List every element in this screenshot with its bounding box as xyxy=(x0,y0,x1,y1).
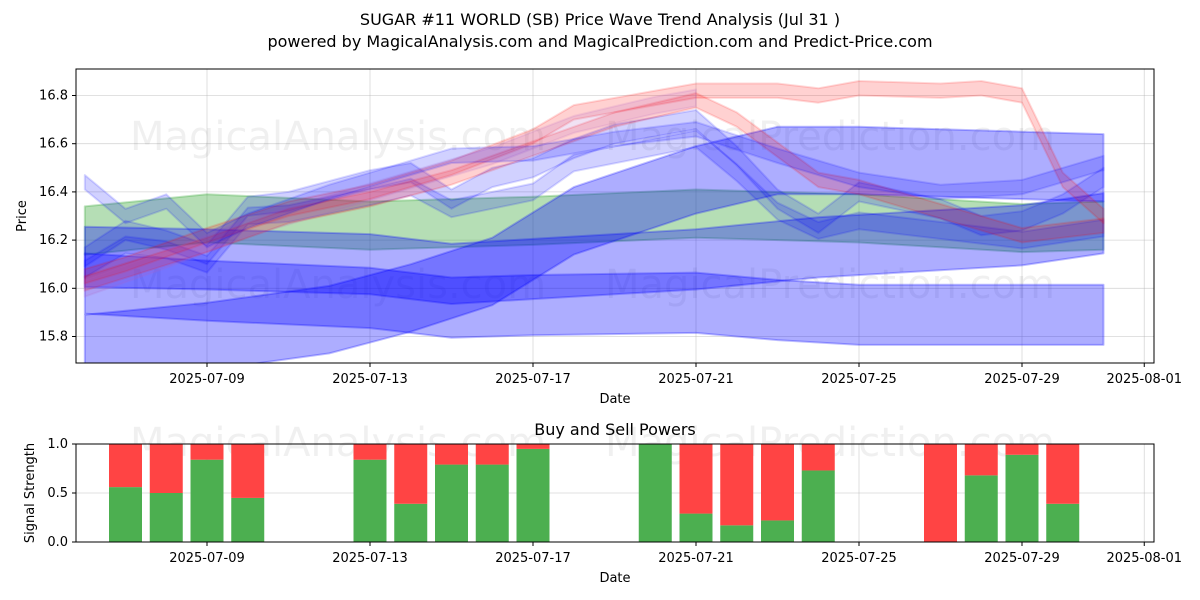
plot-area xyxy=(76,69,1154,363)
buy-bar xyxy=(109,487,142,542)
buy-bar xyxy=(1005,454,1039,542)
buy-bar xyxy=(761,520,794,542)
bottom-chart-title: Buy and Sell Powers xyxy=(534,420,696,439)
sell-bar xyxy=(964,444,998,476)
buy-bar xyxy=(475,464,509,542)
y-axis-label: Signal Strength xyxy=(23,443,38,543)
buy-bar xyxy=(964,475,998,542)
buy-bar xyxy=(1046,503,1080,542)
buy-bar xyxy=(435,464,468,542)
y-tick-label: 16.8 xyxy=(39,89,68,104)
x-tick-label: 2025-07-21 xyxy=(658,372,734,387)
sell-bar xyxy=(1046,444,1080,504)
chart-title: SUGAR #11 WORLD (SB) Price Wave Trend An… xyxy=(359,10,841,29)
wave-band xyxy=(83,192,1105,305)
buy-bar xyxy=(394,503,428,542)
buy-bar xyxy=(801,470,835,542)
y-tick-label: 0.0 xyxy=(47,535,68,550)
buy-bar xyxy=(638,444,672,542)
x-tick-label: 2025-07-17 xyxy=(495,372,571,387)
wave-band xyxy=(83,129,1105,279)
buy-bar xyxy=(516,448,550,542)
wave-band xyxy=(83,252,1105,346)
sell-bar xyxy=(149,444,183,493)
sell-bar xyxy=(109,444,142,488)
x-tick-label: 2025-07-29 xyxy=(984,372,1060,387)
x-tick-label: 2025-07-09 xyxy=(169,372,245,387)
buy-bar xyxy=(679,513,713,542)
wave-band xyxy=(83,80,1105,285)
watermark-text: MagicalPrediction.com xyxy=(605,262,1055,308)
buy-sell-power-chart: MagicalAnalysis.com MagicalPrediction.com… xyxy=(23,420,1182,586)
sell-bar xyxy=(475,444,509,465)
buy-bar xyxy=(353,459,387,542)
y-tick-label: 15.8 xyxy=(39,329,68,344)
wave-band xyxy=(83,188,1105,256)
sell-bar xyxy=(924,444,957,542)
wave-band xyxy=(83,125,1105,363)
buy-bar xyxy=(231,497,265,542)
sell-bar xyxy=(190,444,224,460)
x-tick-label: 2025-08-01 xyxy=(1106,551,1182,566)
watermark-text: MagicalAnalysis.com xyxy=(130,262,546,308)
x-tick-label: 2025-07-21 xyxy=(658,551,734,566)
y-tick-label: 16.6 xyxy=(39,137,68,152)
sell-bar xyxy=(516,444,550,449)
x-tick-label: 2025-07-25 xyxy=(821,372,897,387)
sell-bar xyxy=(679,444,713,514)
wave-band xyxy=(83,121,1105,249)
wave-band xyxy=(83,88,697,298)
sell-bar xyxy=(435,444,468,465)
y-axis-label: Price xyxy=(15,200,30,232)
buy-bar xyxy=(720,525,754,542)
y-tick-label: 0.5 xyxy=(47,486,68,501)
x-tick-label: 2025-08-01 xyxy=(1106,372,1182,387)
sell-bar xyxy=(801,444,835,471)
y-tick-label: 1.0 xyxy=(47,437,68,452)
wave-band xyxy=(83,109,1105,268)
x-axis-label: Date xyxy=(599,392,630,407)
y-tick-label: 16.2 xyxy=(39,233,68,248)
sell-bar xyxy=(353,444,387,460)
sell-bar xyxy=(1005,444,1039,455)
plot-frame xyxy=(75,68,1155,364)
y-tick-label: 16.4 xyxy=(39,185,68,200)
x-tick-label: 2025-07-09 xyxy=(169,551,245,566)
x-tick-label: 2025-07-25 xyxy=(821,551,897,566)
price-wave-chart: MagicalAnalysis.com MagicalPrediction.com… xyxy=(15,68,1182,407)
sell-bar xyxy=(720,444,754,526)
watermark-text: MagicalPrediction.com xyxy=(605,114,1055,160)
sell-bar xyxy=(231,444,265,498)
x-axis-label: Date xyxy=(599,571,630,586)
watermark-text: MagicalAnalysis.com xyxy=(130,114,546,160)
chart-subtitle: powered by MagicalAnalysis.com and Magic… xyxy=(267,32,933,51)
y-tick-label: 16.0 xyxy=(39,281,68,296)
x-tick-label: 2025-07-13 xyxy=(332,372,408,387)
wave-band xyxy=(83,92,1105,292)
wave-bands xyxy=(83,80,1105,363)
buy-bar xyxy=(190,459,224,542)
x-tick-label: 2025-07-13 xyxy=(332,551,408,566)
buy-bar xyxy=(149,493,183,542)
sell-bar xyxy=(394,444,428,504)
sell-bar xyxy=(761,444,794,521)
x-tick-label: 2025-07-17 xyxy=(495,551,571,566)
x-tick-label: 2025-07-29 xyxy=(984,551,1060,566)
